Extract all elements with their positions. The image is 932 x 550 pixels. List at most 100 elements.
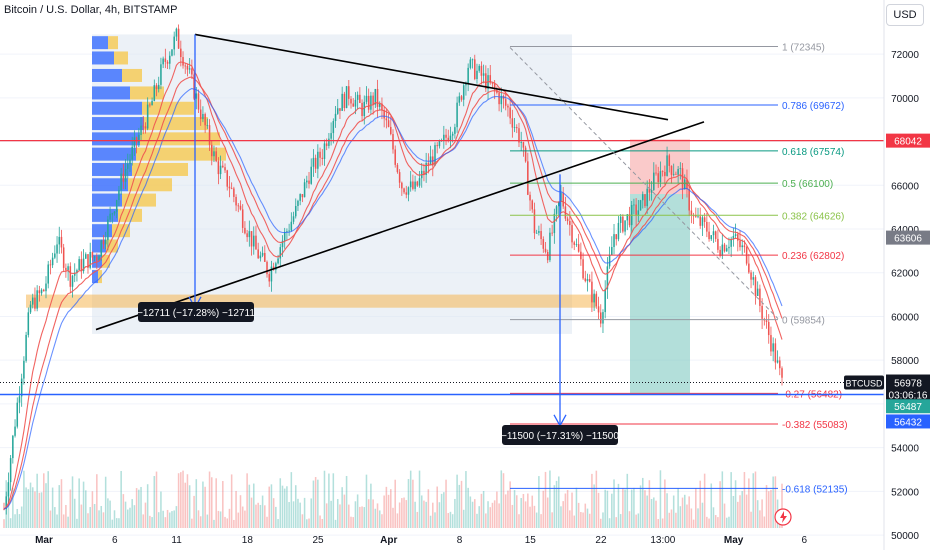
volume-bar	[372, 499, 374, 528]
candle-body	[206, 125, 209, 126]
candle-body	[396, 164, 399, 173]
candle-body	[252, 235, 255, 247]
currency-button[interactable]: USD	[886, 4, 924, 26]
volume-bar	[177, 473, 180, 528]
volume-bar	[208, 471, 211, 528]
volume-bar	[354, 501, 357, 528]
volume-bar	[162, 510, 164, 528]
time-axis[interactable]: Mar 6 11 18 25 Apr 8 15 22 13:00 May 6	[35, 535, 807, 546]
candle-body	[513, 127, 516, 128]
candle-body	[107, 219, 109, 241]
volume-bar	[111, 519, 114, 528]
volume-bar	[670, 509, 673, 528]
volume-bar	[104, 476, 107, 528]
volume-bar	[310, 498, 312, 528]
candle-body	[677, 169, 679, 175]
fib-level-label: 0.5 (66100)	[782, 179, 833, 190]
price-axis[interactable]: 5000052000540005600058000600006200064000…	[883, 0, 919, 550]
volume-bar	[286, 486, 288, 528]
volume-bar	[266, 516, 268, 528]
candle-body	[224, 167, 226, 171]
volume-bar	[659, 470, 662, 528]
candle-body	[180, 48, 182, 58]
candle-body	[38, 290, 41, 294]
candle-body	[776, 360, 779, 363]
candle-body	[765, 320, 768, 322]
candle-body	[60, 236, 63, 248]
candle-body	[407, 187, 410, 195]
candle-body	[485, 73, 487, 89]
candle-body	[367, 95, 370, 110]
price-tag-bg	[886, 230, 930, 245]
volume-bar	[710, 483, 713, 528]
volume-bar	[230, 474, 233, 528]
candle-body	[319, 151, 321, 158]
candle-body	[449, 135, 452, 141]
candle-body	[591, 281, 593, 303]
last-price-value: 56978	[894, 379, 922, 390]
volume-bar	[9, 518, 12, 528]
candle-body	[392, 134, 394, 150]
candle-body	[527, 161, 529, 195]
candle-body	[593, 293, 595, 303]
volume-bar	[290, 472, 293, 528]
candle-body	[478, 65, 480, 71]
candle-body	[261, 252, 264, 256]
candle-body	[551, 232, 553, 234]
volume-bar	[770, 489, 772, 528]
candle-body	[230, 188, 233, 190]
candle-body	[460, 96, 463, 100]
volume-bar	[535, 512, 538, 528]
x-tick-label: 15	[525, 535, 537, 546]
candle-body	[343, 93, 346, 109]
candle-body	[615, 234, 618, 240]
candle-body	[89, 252, 91, 268]
volume-bar	[193, 495, 195, 528]
candle-body	[348, 86, 350, 99]
volume-bar	[553, 485, 556, 528]
candle-body	[325, 143, 328, 146]
volume-bar	[257, 502, 259, 528]
candle-body	[120, 173, 122, 191]
volume-bar	[275, 506, 277, 528]
candle-body	[522, 142, 525, 148]
candle-body	[739, 240, 741, 248]
volume-bar	[608, 518, 611, 528]
candle-body	[599, 312, 602, 324]
volume-bar	[644, 490, 646, 528]
candle-body	[555, 206, 558, 214]
volume-bar	[522, 493, 525, 528]
candle-body	[582, 259, 584, 279]
ema-line	[3, 87, 783, 510]
volume-bar	[363, 507, 366, 528]
volume-bar	[350, 516, 352, 528]
volume-profile-up	[92, 208, 118, 222]
volume-bar	[18, 514, 21, 528]
candle-body	[67, 266, 69, 271]
volume-bar	[144, 502, 147, 528]
volume-bar	[504, 494, 507, 528]
volume-bar	[511, 504, 514, 528]
volume-bar	[138, 489, 140, 528]
volume-bar	[115, 518, 118, 528]
volume-profile-down	[108, 36, 118, 50]
volume-bar	[325, 503, 328, 528]
candle-body	[378, 103, 381, 107]
candle-body	[71, 275, 74, 287]
volume-bar	[239, 495, 242, 528]
volume-bar	[202, 481, 204, 528]
candle-body	[146, 104, 149, 129]
volume-bar	[491, 502, 494, 528]
candle-body	[20, 378, 23, 397]
volume-bar	[498, 503, 500, 528]
candle-body	[648, 188, 651, 193]
volume-bar	[36, 473, 38, 528]
candle-body	[504, 99, 507, 106]
volume-bar	[345, 475, 348, 528]
volume-bar	[708, 518, 710, 528]
candle-body	[734, 234, 737, 236]
candle-body	[737, 234, 739, 241]
volume-bar	[577, 502, 580, 528]
